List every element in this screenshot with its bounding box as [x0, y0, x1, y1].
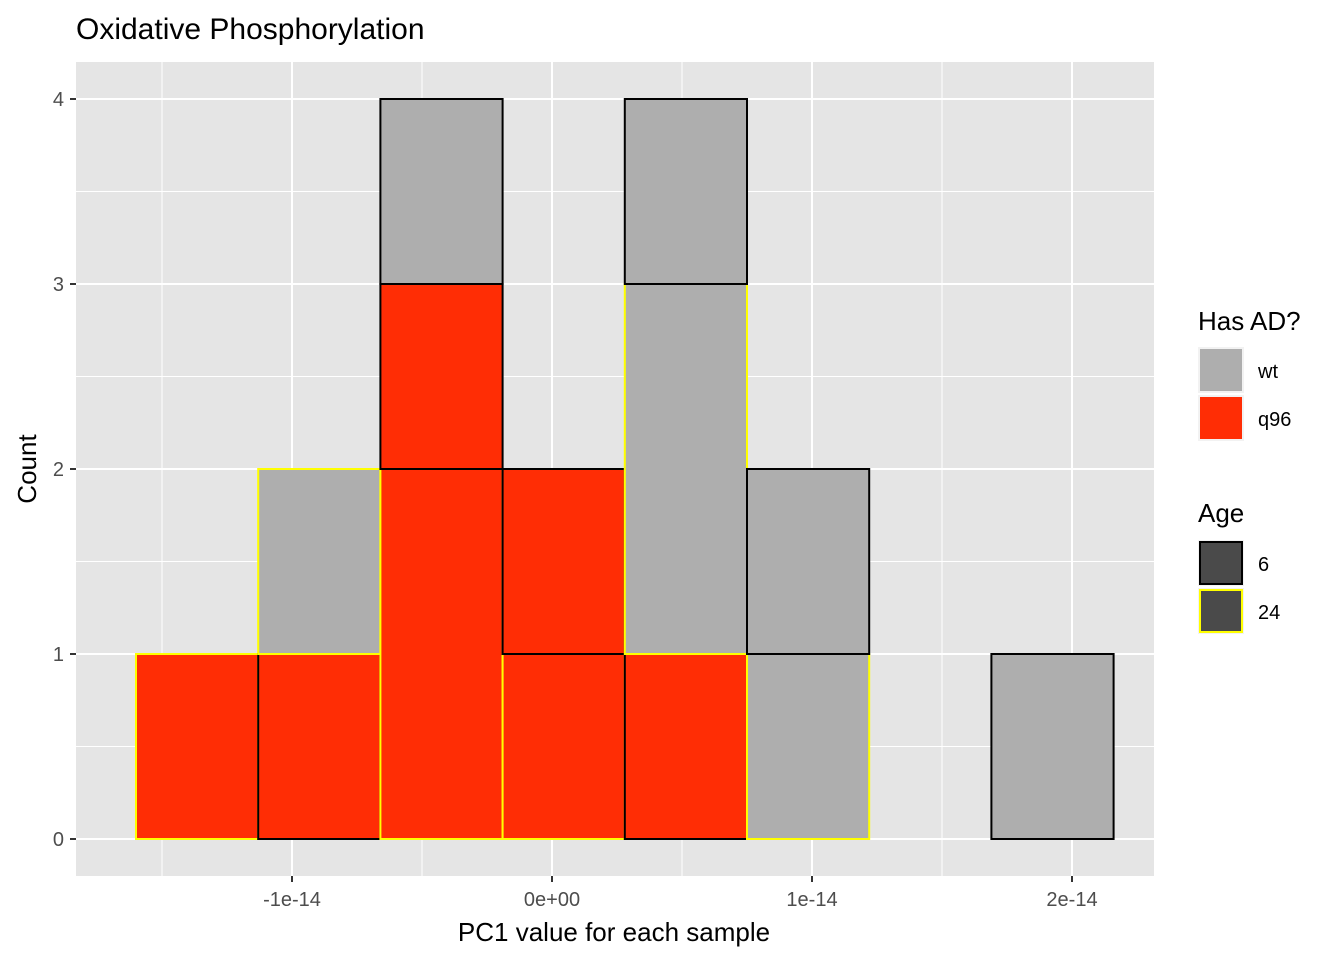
legend-key-age-24 [1199, 589, 1243, 633]
legend-label-age-6: 6 [1258, 554, 1269, 576]
y-tick-label: 3 [53, 274, 64, 296]
histogram-bar-wt-age-6 [746, 468, 871, 655]
histogram-bar-wt-age-6 [990, 653, 1115, 840]
legend-key-q96 [1200, 397, 1242, 439]
y-axis: 0 1 2 3 4 [53, 89, 76, 851]
histogram-bar-q96-age-6 [623, 653, 748, 840]
legend: Has AD? wt q96 Age 6 24 [1198, 306, 1301, 634]
histogram-bar-q96-age-24 [501, 653, 626, 840]
legend-label-age-24: 24 [1258, 602, 1280, 624]
x-axis-label: PC1 value for each sample [458, 917, 770, 947]
y-tick-label: 4 [53, 89, 64, 111]
legend-title-age: Age [1198, 498, 1244, 528]
x-axis: -1e-14 0e+00 1e-14 2e-14 [263, 876, 1098, 911]
legend-label-q96: q96 [1258, 409, 1291, 431]
x-tick-label: 1e-14 [786, 889, 837, 911]
y-axis-label: Count [12, 434, 42, 504]
histogram-bar-wt-age-24 [257, 468, 382, 655]
legend-key-age-6 [1199, 541, 1243, 585]
histogram-bar-wt-age-24 [623, 283, 748, 655]
x-tick-label: 0e+00 [524, 889, 580, 911]
histogram-bar-wt-age-6 [379, 98, 504, 285]
histogram-bar-wt-age-6 [623, 98, 748, 285]
histogram-bar-q96-age-6 [501, 468, 626, 655]
legend-title-has-ad: Has AD? [1198, 306, 1301, 336]
y-tick-label: 1 [53, 644, 64, 666]
histogram-bar-q96-age-24 [379, 468, 504, 840]
histogram-bar-q96-age-6 [379, 283, 504, 470]
legend-label-wt: wt [1257, 361, 1278, 383]
y-tick-label: 0 [53, 829, 64, 851]
histogram-bar-wt-age-24 [746, 653, 871, 840]
legend-key-wt [1200, 349, 1242, 391]
x-tick-label: -1e-14 [263, 889, 321, 911]
y-tick-label: 2 [53, 459, 64, 481]
x-tick-label: 2e-14 [1046, 889, 1097, 911]
plot-panel [76, 62, 1154, 876]
histogram-bar-q96-age-24 [135, 653, 260, 840]
histogram-bar-q96-age-6 [257, 653, 382, 840]
chart-title: Oxidative Phosphorylation [76, 13, 425, 46]
